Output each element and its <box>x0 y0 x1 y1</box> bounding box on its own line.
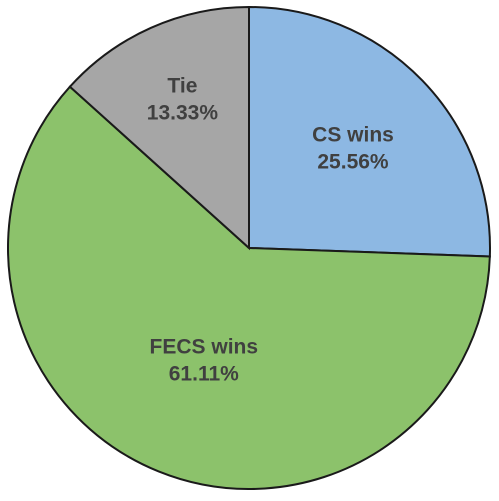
slice-value-label-fecs-wins: 61.11% <box>169 363 239 386</box>
pie-slices <box>7 5 491 490</box>
pie-slice-fecs-wins <box>7 85 491 490</box>
pie-slice-cs-wins <box>248 5 491 258</box>
pie-labels: CS wins 25.56% FECS wins 61.11% Tie 13.33% <box>147 74 394 385</box>
slice-label-fecs-wins: FECS wins <box>150 336 259 359</box>
slice-label-tie: Tie <box>167 74 197 97</box>
slice-value-label-cs-wins: 25.56% <box>317 151 389 174</box>
slice-value-label-tie: 13.33% <box>147 101 219 124</box>
slice-label-cs-wins: CS wins <box>312 124 394 147</box>
pie-slice-tie <box>68 5 250 251</box>
